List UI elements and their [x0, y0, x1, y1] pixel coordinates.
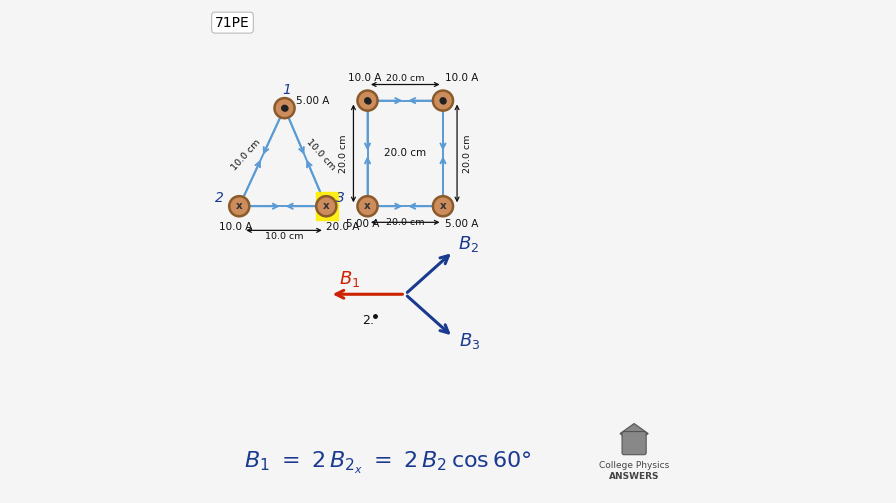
Circle shape [281, 105, 288, 112]
Text: x: x [440, 201, 446, 211]
Text: x: x [364, 201, 371, 211]
Text: 20.0 cm: 20.0 cm [386, 74, 425, 83]
Text: 10.0 A: 10.0 A [445, 73, 478, 83]
Text: 71PE: 71PE [215, 16, 250, 30]
Circle shape [364, 97, 371, 104]
Text: 10.0 cm: 10.0 cm [305, 137, 337, 172]
Text: $B_2$: $B_2$ [458, 234, 479, 254]
Text: 20.0 A: 20.0 A [326, 222, 359, 232]
Bar [316, 192, 339, 220]
Text: 10.0 cm: 10.0 cm [265, 232, 303, 241]
Circle shape [433, 91, 453, 111]
Text: x: x [323, 201, 330, 211]
Text: 20.0 cm: 20.0 cm [384, 148, 426, 158]
Circle shape [358, 91, 377, 111]
Text: 3: 3 [336, 191, 345, 205]
Text: $2.$: $2.$ [363, 314, 375, 327]
Text: 5.00 A: 5.00 A [296, 96, 329, 106]
Text: 10.0 cm: 10.0 cm [229, 137, 262, 172]
Text: $B_1$: $B_1$ [339, 269, 360, 289]
Text: 20.0 cm: 20.0 cm [339, 134, 348, 173]
Circle shape [433, 196, 453, 216]
Text: 5.00 A: 5.00 A [445, 219, 478, 229]
Text: x: x [236, 201, 243, 211]
Text: 20.0 cm: 20.0 cm [386, 218, 425, 227]
Text: ANSWERS: ANSWERS [609, 472, 659, 481]
Circle shape [316, 196, 336, 216]
Circle shape [439, 97, 446, 104]
Text: 10.0 A: 10.0 A [219, 222, 252, 232]
Text: 1: 1 [282, 83, 291, 97]
Circle shape [229, 196, 249, 216]
Text: $B_3$: $B_3$ [459, 331, 480, 351]
Text: 20.0 cm: 20.0 cm [462, 134, 471, 173]
Circle shape [274, 98, 295, 118]
Text: 5.00 A: 5.00 A [346, 219, 379, 229]
Text: 2: 2 [215, 191, 224, 205]
Polygon shape [620, 424, 648, 444]
Circle shape [358, 196, 377, 216]
FancyBboxPatch shape [622, 432, 646, 455]
Text: College Physics: College Physics [599, 461, 669, 470]
Text: $B_1\ =\ 2\,B_{2_x}\ =\ 2\,B_2\,\mathrm{cos}\,60°$: $B_1\ =\ 2\,B_{2_x}\ =\ 2\,B_2\,\mathrm{… [245, 450, 531, 476]
Text: 10.0 A: 10.0 A [349, 73, 382, 83]
